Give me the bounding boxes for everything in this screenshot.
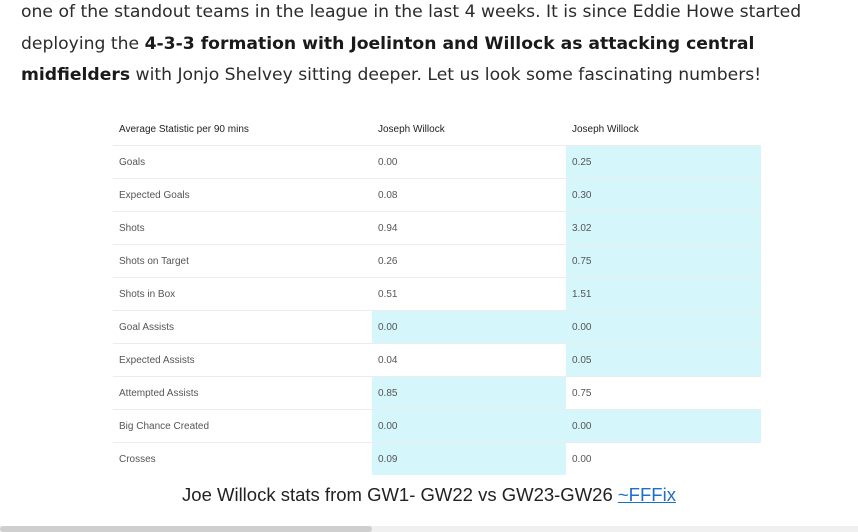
table-row: Expected Assists 0.04 0.05 (113, 343, 761, 377)
stat-name: Attempted Assists (113, 376, 372, 410)
stat-value-a: 0.26 (372, 244, 566, 278)
table-row: Expected Goals 0.08 0.30 (113, 178, 761, 212)
stat-name: Expected Assists (113, 343, 372, 377)
caption-text: Joe Willock stats from GW1- GW22 vs GW23… (182, 484, 618, 505)
paragraph-text-end: with Jonjo Shelvey sitting deeper. Let u… (130, 65, 762, 85)
stat-value-a: 0.00 (372, 409, 566, 443)
stat-name: Shots on Target (113, 244, 372, 278)
stat-name: Expected Goals (113, 178, 372, 212)
table-row: Crosses 0.09 0.00 (113, 442, 761, 475)
scrollbar-thumb[interactable] (0, 526, 372, 532)
table-row: Shots on Target 0.26 0.75 (113, 244, 761, 278)
stat-value-b: 0.00 (566, 409, 761, 443)
stat-value-b: 0.00 (566, 310, 761, 344)
stat-name: Big Chance Created (113, 409, 372, 443)
stat-value-a: 0.51 (372, 277, 566, 311)
column-header-player-gw23-26: Joseph Willock (572, 123, 639, 135)
article-paragraph: one of the standout teams in the league … (21, 0, 851, 92)
stat-name: Shots (113, 211, 372, 245)
table-row: Shots in Box 0.51 1.51 (113, 277, 761, 311)
table-header-row: Average Statistic per 90 mins Joseph Wil… (113, 113, 761, 146)
horizontal-scrollbar[interactable] (0, 526, 858, 532)
stat-name: Shots in Box (113, 277, 372, 311)
column-header-player-gw1-22: Joseph Willock (378, 123, 445, 135)
stats-table: Average Statistic per 90 mins Joseph Wil… (113, 113, 761, 475)
stat-value-a: 0.04 (372, 343, 566, 377)
stat-value-b: 0.00 (566, 442, 761, 475)
stat-name: Goals (113, 145, 372, 179)
paragraph-bold-text: 4-3-3 formation with Joelinton and Willo… (21, 33, 755, 86)
stat-value-a: 0.94 (372, 211, 566, 245)
stat-value-b: 0.25 (566, 145, 761, 179)
table-row: Shots 0.94 3.02 (113, 211, 761, 245)
stat-value-a: 0.00 (372, 145, 566, 179)
stat-value-b: 3.02 (566, 211, 761, 245)
stat-value-a: 0.08 (372, 178, 566, 212)
stat-value-b: 0.30 (566, 178, 761, 212)
paragraph-text: one of the standout teams in the league … (21, 2, 802, 54)
stat-value-b: 0.75 (566, 376, 761, 410)
stat-value-b: 0.05 (566, 343, 761, 377)
table-caption: Joe Willock stats from GW1- GW22 vs GW23… (0, 484, 858, 506)
table-row: Goals 0.00 0.25 (113, 145, 761, 179)
stat-name: Crosses (113, 442, 372, 475)
table-row: Goal Assists 0.00 0.00 (113, 310, 761, 344)
source-link[interactable]: ~FFFix (617, 484, 676, 505)
stat-value-b: 1.51 (566, 277, 761, 311)
stat-value-a: 0.09 (372, 442, 566, 475)
column-header-statistic: Average Statistic per 90 mins (119, 123, 249, 135)
stat-value-a: 0.00 (372, 310, 566, 344)
stat-value-a: 0.85 (372, 376, 566, 410)
table-row: Attempted Assists 0.85 0.75 (113, 376, 761, 410)
table-row: Big Chance Created 0.00 0.00 (113, 409, 761, 443)
stat-value-b: 0.75 (566, 244, 761, 278)
stat-name: Goal Assists (113, 310, 372, 344)
